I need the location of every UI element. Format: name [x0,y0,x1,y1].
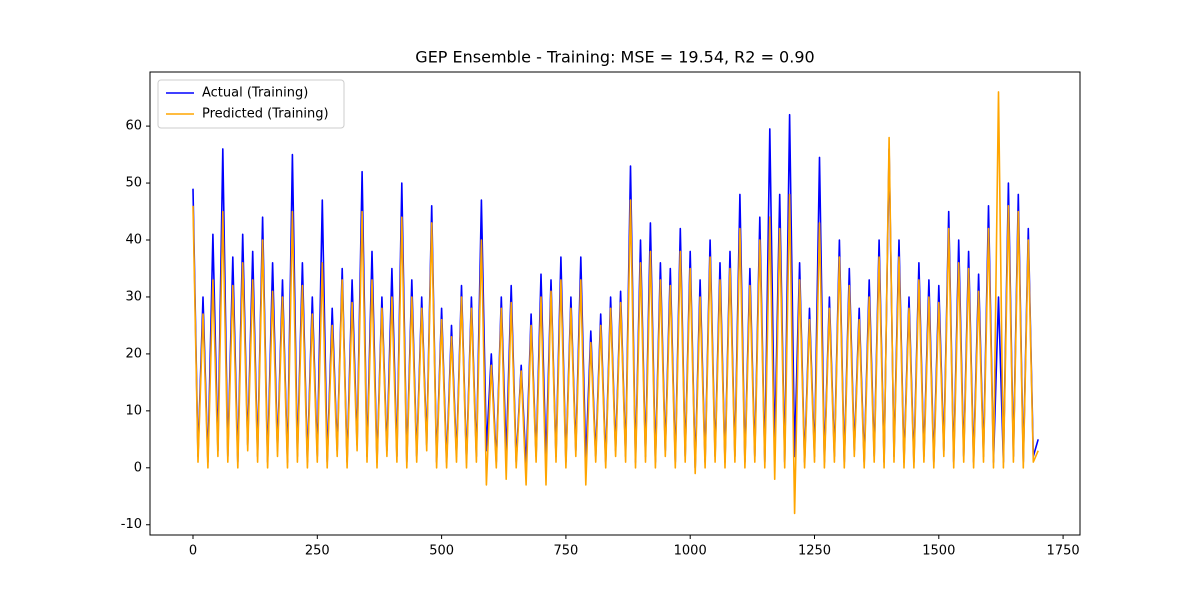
y-tick-label: 40 [125,233,142,248]
y-tick-label: 30 [125,289,142,304]
x-tick-label: 1500 [922,544,955,559]
x-tick-label: 1750 [1047,544,1080,559]
legend-label: Predicted (Training) [202,107,329,122]
x-tick-label: 250 [305,544,330,559]
y-tick-label: 60 [125,119,142,134]
x-tick-label: 1250 [798,544,831,559]
y-tick-label: 50 [125,176,142,191]
chart-title: GEP Ensemble - Training: MSE = 19.54, R2… [415,48,814,67]
y-tick-label: 10 [125,403,142,418]
legend-label: Actual (Training) [202,86,308,101]
y-tick-label: -10 [121,517,142,532]
x-tick-label: 750 [553,544,578,559]
y-tick-label: 20 [125,346,142,361]
legend-box [157,79,345,129]
y-tick-label: 0 [134,460,142,475]
data-line [192,91,1039,515]
axes-frame [149,71,1081,536]
x-tick-label: 500 [429,544,454,559]
x-tick-label: 0 [189,544,197,559]
x-tick-label: 1000 [674,544,707,559]
